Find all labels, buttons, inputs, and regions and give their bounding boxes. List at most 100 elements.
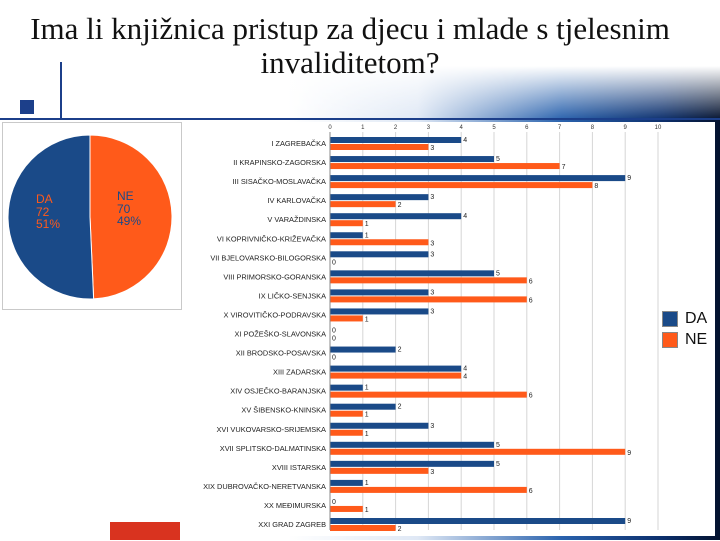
data-label-ne: 1 xyxy=(365,431,369,438)
bar-da xyxy=(330,365,462,372)
bar-ne xyxy=(330,277,527,284)
category-label: XIII ZADARSKA xyxy=(273,368,326,377)
bar-da xyxy=(330,232,363,239)
category-label: XVII SPLITSKO-DALMATINSKA xyxy=(220,444,326,453)
category-label: XX MEĐIMURSKA xyxy=(264,501,326,510)
legend-swatch-ne xyxy=(662,331,678,348)
data-label-da: 5 xyxy=(496,461,500,468)
data-label-ne: 0 xyxy=(332,259,336,266)
bar-da xyxy=(330,270,494,277)
data-label-da: 1 xyxy=(365,232,369,239)
bar-da xyxy=(330,422,429,429)
x-tick-label: 3 xyxy=(427,125,431,131)
x-tick-label: 1 xyxy=(361,125,365,131)
data-label-da: 3 xyxy=(430,423,434,430)
bar-da xyxy=(330,137,462,143)
bar-da xyxy=(330,156,494,163)
x-tick-label: 9 xyxy=(624,125,628,131)
data-label-ne: 1 xyxy=(365,507,369,514)
pie-chart xyxy=(7,134,173,300)
data-label-da: 3 xyxy=(430,194,434,201)
pie-slice-da xyxy=(7,134,95,300)
data-label-ne: 9 xyxy=(627,450,631,457)
category-label: XVIII ISTARSKA xyxy=(272,463,326,472)
decor-line-horizontal xyxy=(0,118,720,120)
bar-ne xyxy=(330,448,626,455)
x-tick-label: 0 xyxy=(328,125,332,131)
bar-da xyxy=(330,251,429,258)
category-label: II KRAPINSKO-ZAGORSKA xyxy=(233,158,326,167)
bar-ne xyxy=(330,201,396,208)
category-label: IV KARLOVAČKA xyxy=(267,196,326,205)
bar-ne xyxy=(330,467,429,474)
category-label: III SISAČKO-MOSLAVAČKA xyxy=(233,177,326,186)
data-label-ne: 0 xyxy=(332,355,336,362)
data-label-da: 4 xyxy=(463,213,467,220)
legend-label-ne: NE xyxy=(685,330,708,348)
data-label-da: 3 xyxy=(430,308,434,315)
data-label-da: 5 xyxy=(496,442,500,449)
decor-bar-bottom xyxy=(110,522,180,540)
bar-ne xyxy=(330,182,593,189)
x-tick-label: 2 xyxy=(394,125,398,131)
data-label-ne: 3 xyxy=(430,145,434,152)
data-label-da: 0 xyxy=(332,328,336,335)
data-label-ne: 6 xyxy=(529,393,533,400)
data-label-ne: 2 xyxy=(398,526,402,533)
bar-chart-panel: 0 1 2 3 4 5 6 7 8 9 10 I ZAGREBAČKA 4 3 II KRAPINSKO-Z… xyxy=(182,122,715,536)
bar-ne xyxy=(330,505,363,512)
category-label: XV ŠIBENSKO-KNINSKA xyxy=(241,406,326,415)
data-label-ne: 3 xyxy=(430,240,434,247)
category-label: XIV OSJEČKO-BARANJSKA xyxy=(230,387,326,396)
data-label-da: 3 xyxy=(430,251,434,258)
bar-ne xyxy=(330,239,429,246)
bar-ne xyxy=(330,410,363,417)
bar-da xyxy=(330,194,429,201)
data-label-da: 4 xyxy=(463,137,467,144)
legend-item-da: DA xyxy=(662,308,707,329)
bar-da xyxy=(330,346,396,353)
data-label-da: 9 xyxy=(627,518,631,525)
data-label-da: 0 xyxy=(332,499,336,506)
data-label-da: 5 xyxy=(496,156,500,163)
bar-da xyxy=(330,518,626,524)
data-label-da: 2 xyxy=(398,347,402,354)
title-backdrop xyxy=(0,0,720,120)
data-label-ne: 6 xyxy=(529,278,533,285)
legend-item-ne: NE xyxy=(662,329,707,350)
bar-ne xyxy=(330,144,429,150)
category-label: XII BRODSKO-POSAVSKA xyxy=(236,349,326,358)
category-label: XVI VUKOVARSKO-SRIJEMSKA xyxy=(216,425,326,434)
data-label-ne: 1 xyxy=(365,316,369,323)
decor-square xyxy=(20,100,34,114)
category-label: VIII PRIMORSKO-GORANSKA xyxy=(223,272,326,281)
data-label-ne: 6 xyxy=(529,297,533,304)
chart-legend: DA NE xyxy=(662,308,707,350)
x-tick-label: 10 xyxy=(655,125,662,131)
x-tick-label: 4 xyxy=(460,125,464,131)
data-label-ne: 4 xyxy=(463,374,467,381)
data-label-ne: 7 xyxy=(562,164,566,171)
category-label: VII BJELOVARSKO-BILOGORSKA xyxy=(210,253,326,262)
category-label: VI KOPRIVNIČKO-KRIŽEVAČKA xyxy=(217,234,326,243)
pie-label-ne: NE 70 49% xyxy=(117,189,142,228)
bar-ne xyxy=(330,429,363,436)
slide-title: Ima li knjižnica pristup za djecu i mlad… xyxy=(30,11,670,80)
x-tick-label: 5 xyxy=(492,125,496,131)
data-label-da: 5 xyxy=(496,270,500,277)
data-label-da: 3 xyxy=(430,289,434,296)
category-label: XIX DUBROVAČKO-NERETVANSKA xyxy=(203,482,326,491)
data-label-da: 9 xyxy=(627,175,631,182)
bar-da xyxy=(330,308,429,315)
bar-ne xyxy=(330,372,462,379)
category-label: XXI GRAD ZAGREB xyxy=(258,520,326,529)
bar-da xyxy=(330,213,462,220)
bar-ne xyxy=(330,486,527,493)
category-label: I ZAGREBAČKA xyxy=(271,139,326,148)
data-label-ne: 0 xyxy=(332,336,336,343)
legend-label-da: DA xyxy=(685,309,708,327)
data-label-da: 1 xyxy=(365,385,369,392)
category-label: V VARAŽDINSKA xyxy=(267,215,326,224)
data-label-ne: 6 xyxy=(529,488,533,495)
bar-ne xyxy=(330,525,396,531)
